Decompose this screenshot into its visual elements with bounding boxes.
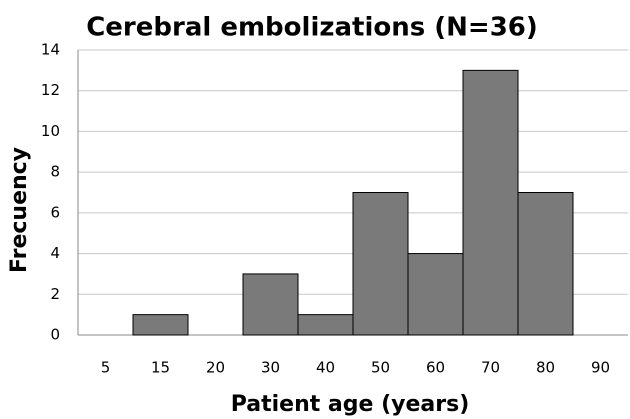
- y-tick-label: 0: [50, 326, 60, 344]
- x-tick-label: 15: [151, 359, 170, 377]
- y-tick-label: 8: [50, 163, 60, 181]
- y-tick-label: 12: [41, 81, 60, 99]
- y-tick-label: 6: [50, 203, 60, 221]
- bar: [242, 273, 299, 336]
- bar: [462, 69, 519, 336]
- y-axis-label: Frecuency: [7, 147, 32, 273]
- bar: [407, 253, 464, 336]
- x-tick-label: 30: [261, 359, 280, 377]
- y-tick-label: 4: [50, 244, 60, 262]
- bar: [132, 314, 189, 336]
- x-tick-label: 40: [316, 359, 335, 377]
- x-tick-label: 70: [481, 359, 500, 377]
- y-tick-label: 2: [50, 285, 60, 303]
- y-tick-label: 14: [41, 41, 60, 59]
- bar: [297, 314, 354, 336]
- x-tick-label: 5: [101, 359, 111, 377]
- x-tick-label: 60: [426, 359, 445, 377]
- x-tick-label: 90: [591, 359, 610, 377]
- bar: [517, 192, 574, 336]
- chart-title: Cerebral embolizations (N=36): [86, 13, 538, 43]
- y-tick-label: 10: [41, 122, 60, 140]
- x-tick-label: 20: [206, 359, 225, 377]
- bar: [352, 192, 409, 336]
- x-axis-label: Patient age (years): [231, 392, 470, 417]
- x-tick-label: 50: [371, 359, 390, 377]
- x-tick-label: 80: [536, 359, 555, 377]
